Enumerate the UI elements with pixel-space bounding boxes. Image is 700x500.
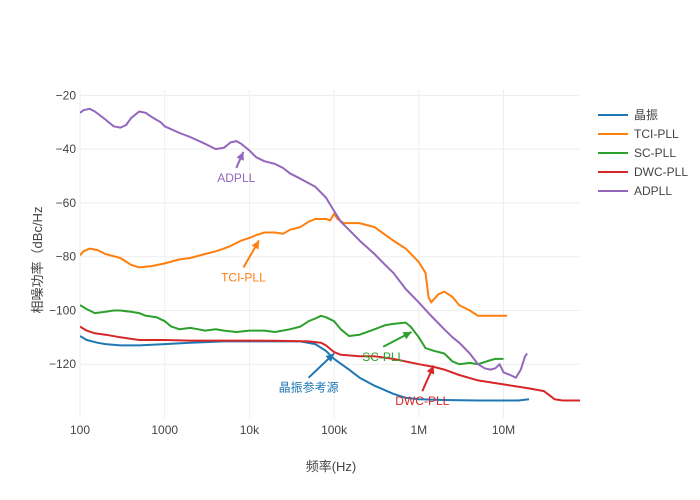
annotation-adpll: ADPLL xyxy=(217,151,256,185)
legend-item-dwc-pll[interactable]: DWC-PLL xyxy=(598,165,688,179)
legend-item-tci-pll[interactable]: TCI-PLL xyxy=(598,127,679,141)
legend-label: ADPLL xyxy=(634,184,672,198)
x-tick-label: 100k xyxy=(321,423,348,437)
annotation-arrow-head xyxy=(325,353,335,362)
x-axis-ticks: 100 1000 10k 100k 1M 10M xyxy=(70,423,515,437)
y-tick-label: −100 xyxy=(49,303,76,317)
annotation-label: ADPLL xyxy=(217,171,255,185)
x-tick-label: 1M xyxy=(410,423,427,437)
legend-item-sc-pll[interactable]: SC-PLL xyxy=(598,146,676,160)
y-tick-label: −120 xyxy=(49,357,76,371)
x-tick-label: 10k xyxy=(240,423,260,437)
grid xyxy=(79,90,580,418)
annotation-label: 晶振参考源 xyxy=(279,380,339,395)
series-line-adpll xyxy=(80,107,528,379)
legend-label: DWC-PLL xyxy=(634,165,688,179)
y-tick-label: −60 xyxy=(56,196,77,210)
legend-label: 晶振 xyxy=(634,108,658,122)
legend-label: SC-PLL xyxy=(634,146,676,160)
x-tick-label: 100 xyxy=(70,423,90,437)
annotation-crystal: 晶振参考源 xyxy=(279,352,339,395)
x-tick-label: 1000 xyxy=(151,423,178,437)
annotation-arrow-head xyxy=(236,151,244,161)
y-tick-label: −40 xyxy=(56,142,77,156)
annotation-tci-pll: TCI-PLL xyxy=(221,240,266,284)
legend[interactable]: 晶振 TCI-PLL SC-PLL DWC-PLL ADPLL xyxy=(598,108,688,198)
legend-item-crystal[interactable]: 晶振 xyxy=(598,108,658,122)
x-axis-title: 频率(Hz) xyxy=(306,459,357,474)
annotation-dwc-pll: DWC-PLL xyxy=(395,365,450,408)
annotation-label: DWC-PLL xyxy=(395,394,449,408)
x-tick-label: 10M xyxy=(492,423,515,437)
annotation-arrow-head xyxy=(402,331,412,340)
y-tick-label: −80 xyxy=(56,250,77,264)
y-tick-label: −20 xyxy=(56,88,77,102)
series-line-tci-pll xyxy=(80,212,507,317)
series-lines xyxy=(80,107,580,402)
y-axis-title: 相噪功率（dBc/Hz xyxy=(30,207,45,314)
annotation-sc-pll: SC-PLL xyxy=(362,331,412,364)
series-line-crystal xyxy=(80,335,530,402)
annotations: ADPLL TCI-PLL SC-PLL 晶振参考源 DWC-PLL xyxy=(217,151,450,408)
y-axis-ticks: −20 −40 −60 −80 −100 −120 xyxy=(49,88,76,371)
legend-label: TCI-PLL xyxy=(634,127,679,141)
annotation-arrow-head xyxy=(251,240,260,250)
series-line-dwc-pll xyxy=(80,325,580,402)
legend-item-adpll[interactable]: ADPLL xyxy=(598,184,672,198)
annotation-label: SC-PLL xyxy=(362,350,404,364)
series-line-sc-pll xyxy=(80,304,504,366)
annotation-label: TCI-PLL xyxy=(221,270,266,284)
annotation-arrow-head xyxy=(426,365,435,375)
